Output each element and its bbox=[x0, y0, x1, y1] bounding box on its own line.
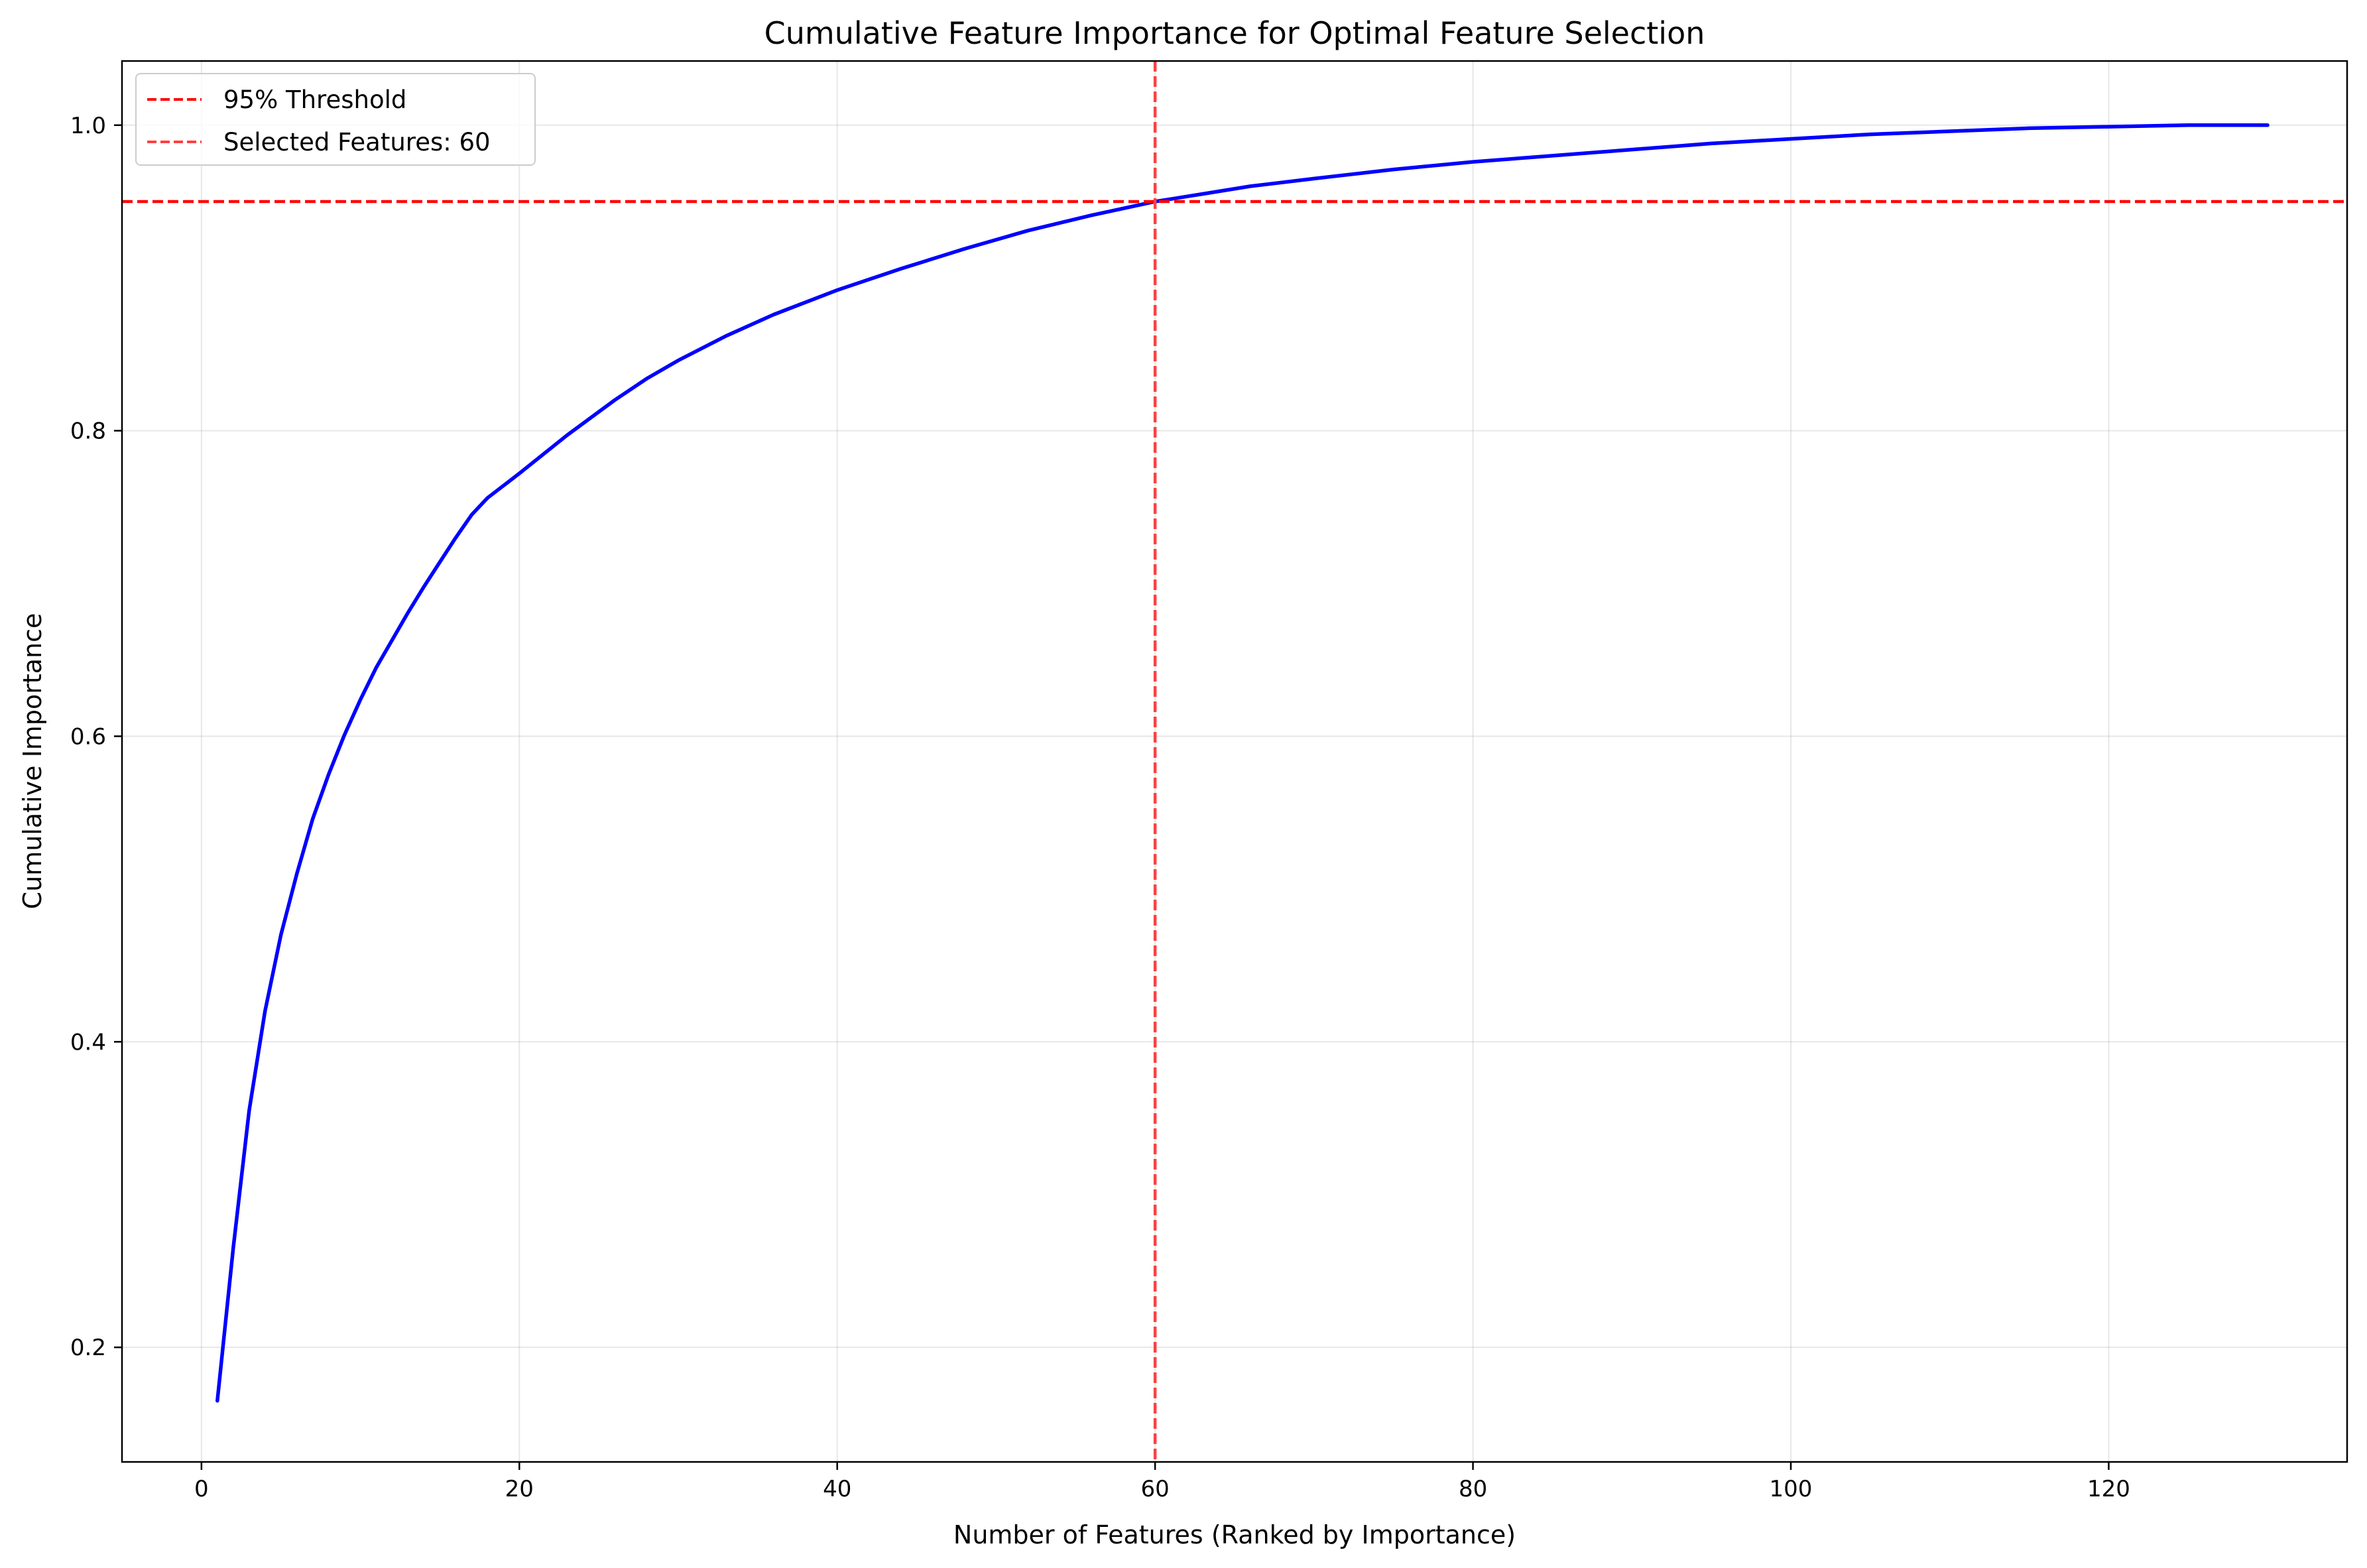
y-tick-label: 0.8 bbox=[70, 418, 106, 445]
x-tick-label: 120 bbox=[2087, 1476, 2130, 1502]
x-axis-label: Number of Features (Ranked by Importance… bbox=[953, 1520, 1516, 1549]
x-tick-label: 100 bbox=[1770, 1476, 1813, 1502]
x-tick-label: 0 bbox=[194, 1476, 209, 1502]
y-tick-label: 0.4 bbox=[70, 1029, 106, 1055]
series-layer bbox=[215, 123, 2270, 1403]
x-tick-label: 40 bbox=[823, 1476, 851, 1502]
axis-ticks: 0 20 40 60 80 100 120 0.2 0.4 0.6 0.8 1.0 bbox=[70, 113, 2130, 1502]
plot-frame bbox=[121, 60, 2348, 1463]
x-tick-label: 20 bbox=[505, 1476, 534, 1502]
legend-label-selected: Selected Features: 60 bbox=[223, 128, 491, 156]
cumulative-importance-line bbox=[215, 123, 2270, 1403]
chart-title: Cumulative Feature Importance for Optima… bbox=[764, 15, 1705, 51]
legend-label-threshold: 95% Threshold bbox=[223, 86, 406, 114]
x-tick-label: 60 bbox=[1141, 1476, 1170, 1502]
legend-box bbox=[135, 73, 536, 166]
y-tick-label: 0.6 bbox=[70, 723, 106, 750]
y-tick-label: 1.0 bbox=[70, 113, 106, 139]
x-tick-label: 80 bbox=[1459, 1476, 1487, 1502]
reference-lines bbox=[122, 61, 2347, 1462]
y-tick-label: 0.2 bbox=[70, 1335, 106, 1361]
legend: 95% Threshold Selected Features: 60 bbox=[135, 73, 536, 166]
y-axis-label: Cumulative Importance bbox=[18, 613, 47, 910]
